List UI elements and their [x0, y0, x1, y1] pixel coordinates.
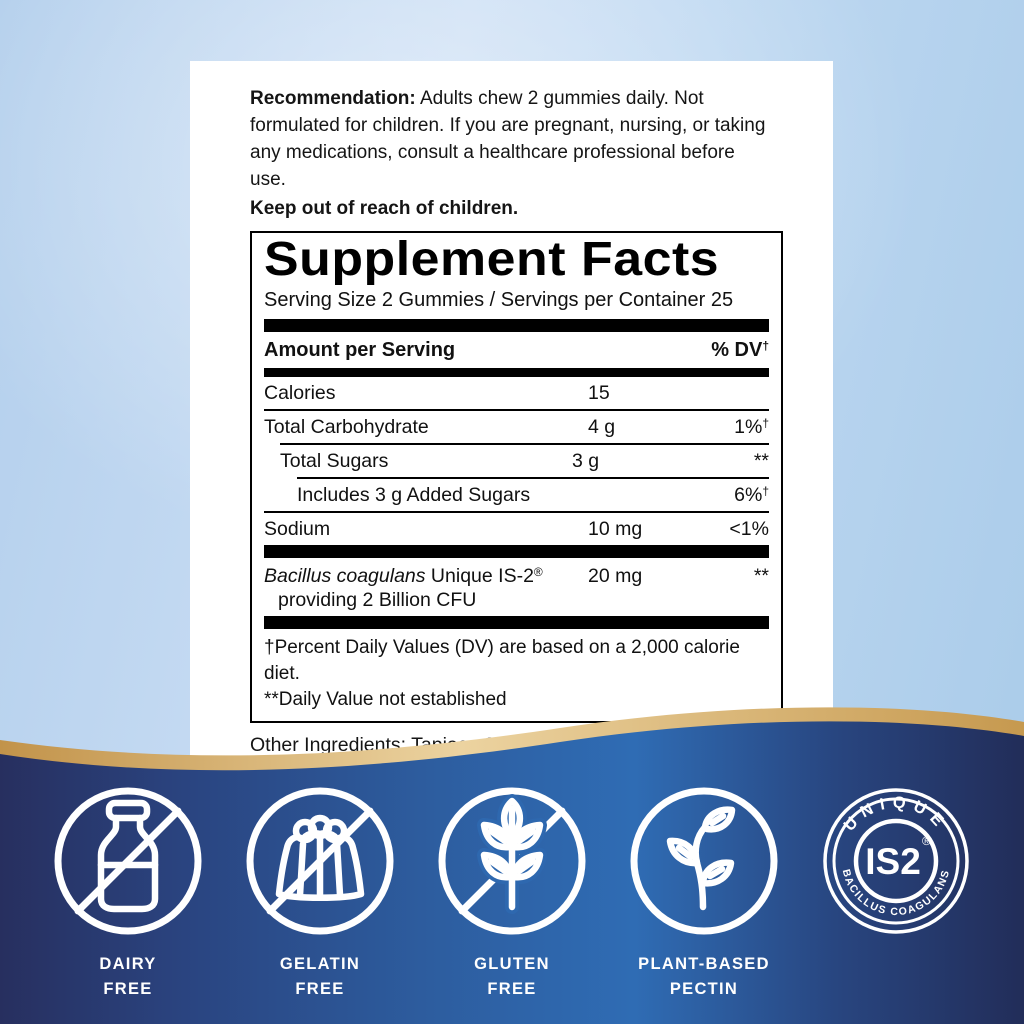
nutrient-row-sodium: Sodium 10 mg <1% — [264, 518, 769, 540]
hairline-rule — [264, 409, 769, 411]
footnote-daily-values: †Percent Daily Values (DV) are based on … — [264, 637, 740, 684]
no-dairy-icon — [54, 787, 202, 935]
probiotic-cfu-line: providing 2 Billion CFU — [278, 589, 477, 611]
badge-label: GLUTEN FREE — [474, 955, 550, 998]
thick-rule — [264, 545, 769, 558]
badge-gelatin-free: GELATIN FREE — [224, 786, 416, 1002]
nutrient-row-total-sugars: Total Sugars 3 g ** — [280, 450, 769, 472]
serving-size-line: Serving Size 2 Gummies / Servings per Co… — [264, 289, 734, 311]
dv-header-label: % DV† — [711, 339, 769, 361]
feature-badges: DAIRY FREE GELATIN FREE — [0, 700, 1024, 1024]
recommendation-lead: Recommendation: — [250, 88, 416, 109]
thick-rule — [264, 368, 769, 377]
unique-is2-seal: UNIQUE BACILLUS COAGULANS IS2 ® — [823, 788, 969, 934]
amount-header-label: Amount per Serving — [264, 339, 456, 361]
registered-mark: ® — [922, 834, 931, 848]
thick-rule — [264, 616, 769, 629]
seal-top-text: UNIQUE — [840, 793, 944, 834]
badge-gluten-free: GLUTEN FREE — [416, 786, 608, 1002]
nutrient-row-added-sugars: Includes 3 g Added Sugars 6%† — [297, 484, 769, 506]
plant-based-pectin-icon — [630, 787, 778, 935]
supplement-facts-panel: Supplement Facts Serving Size 2 Gummies … — [250, 231, 783, 723]
nutrient-row-calories: Calories 15 — [264, 382, 610, 404]
badge-label: PLANT-BASED PECTIN — [638, 955, 770, 998]
badge-unique-is2: UNIQUE BACILLUS COAGULANS IS2 ® — [800, 781, 992, 941]
badge-label: GELATIN FREE — [279, 955, 361, 998]
badge-label: DAIRY FREE — [99, 955, 157, 998]
label-card: Recommendation: Adults chew 2 gummies da… — [190, 61, 833, 836]
keep-out-of-reach-text: Keep out of reach of children. — [250, 198, 519, 219]
svg-text:UNIQUE: UNIQUE — [840, 793, 951, 834]
badge-plant-based-pectin: PLANT-BASED PECTIN — [608, 786, 800, 1002]
recommendation-text: Recommendation: Adults chew 2 gummies da… — [250, 85, 770, 193]
badge-dairy-free: DAIRY FREE — [32, 786, 224, 1002]
thick-rule — [264, 319, 769, 332]
recommendation-body: Adults chew 2 gummies daily. Not formula… — [250, 88, 766, 190]
nutrient-row-total-carbohydrate: Total Carbohydrate 4 g 1%† — [264, 416, 769, 438]
amount-per-serving-header: Amount per Serving % DV† — [264, 332, 769, 368]
seal-center-text: IS2 — [865, 841, 921, 882]
no-gelatin-icon — [246, 787, 394, 935]
hairline-rule — [264, 511, 769, 513]
hairline-rule — [280, 443, 769, 445]
no-gluten-icon — [438, 787, 586, 935]
supplement-facts-title: Supplement Facts — [264, 233, 720, 286]
probiotic-row: Bacillus coagulans Unique IS-2® 20 mg **… — [264, 565, 769, 611]
probiotic-species-name: Bacillus coagulans — [264, 565, 426, 587]
hairline-rule — [297, 477, 769, 479]
footnote-dv-not-established: **Daily Value not established — [264, 689, 507, 710]
